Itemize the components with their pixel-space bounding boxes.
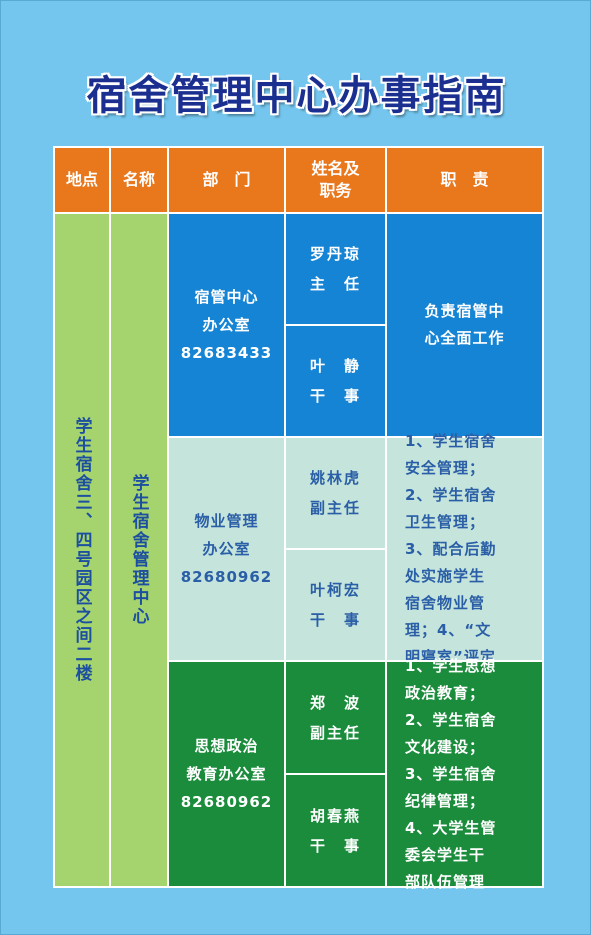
header-duty-label: 职 责 <box>440 170 489 189</box>
person-cell: 姚林虎 副主任 <box>284 436 387 550</box>
department-name: 思想政治 教育办公室 82680962 <box>180 737 273 811</box>
header-person-label: 姓名及 职务 <box>311 159 360 200</box>
header-name-label: 名称 <box>122 170 155 189</box>
header-location: 地点 <box>53 146 111 214</box>
person-name-title: 罗丹琼 主 任 <box>309 245 361 293</box>
center-name-text: 学生宿舍管理中心 <box>128 474 149 626</box>
person-name-title: 叶柯宏 干 事 <box>309 581 361 629</box>
department-name: 物业管理 办公室 82680962 <box>180 512 273 586</box>
person-name-title: 姚林虎 副主任 <box>309 469 361 517</box>
person-cell: 郑 波 副主任 <box>284 660 387 775</box>
center-name-cell: 学生宿舍管理中心 <box>109 212 169 888</box>
department-name: 宿管中心 办公室 82683433 <box>180 288 273 362</box>
duty-cell: 1、学生思想 政治教育； 2、学生宿舍 文化建设； 3、学生宿舍 纪律管理； 4… <box>385 657 544 891</box>
poster-title: 宿舍管理中心办事指南 <box>86 73 507 119</box>
person-cell: 胡春燕 干 事 <box>284 773 387 888</box>
person-name-title: 郑 波 副主任 <box>309 693 361 742</box>
header-department-label: 部 门 <box>202 170 251 189</box>
person-cell: 叶柯宏 干 事 <box>284 548 387 662</box>
duty-text: 1、学生宿舍 安全管理； 2、学生宿舍 卫生管理； 3、配合后勤 处实施学生 宿… <box>405 431 497 666</box>
header-duty: 职 责 <box>385 146 544 214</box>
duty-cell: 负责宿管中 心全面工作 <box>385 212 544 438</box>
duty-cell: 1、学生宿舍 安全管理； 2、学生宿舍 卫生管理； 3、配合后勤 处实施学生 宿… <box>385 432 544 666</box>
person-name-title: 胡春燕 干 事 <box>309 806 361 855</box>
department-cell: 物业管理 办公室 82680962 <box>167 436 286 662</box>
department-cell: 宿管中心 办公室 82683433 <box>167 212 286 438</box>
header-person: 姓名及 职务 <box>284 146 387 214</box>
duty-text: 1、学生思想 政治教育； 2、学生宿舍 文化建设； 3、学生宿舍 纪律管理； 4… <box>405 656 497 891</box>
header-department: 部 门 <box>167 146 286 214</box>
person-name-title: 叶 静 干 事 <box>309 357 361 405</box>
header-name: 名称 <box>109 146 169 214</box>
person-cell: 罗丹琼 主 任 <box>284 212 387 326</box>
header-location-label: 地点 <box>65 170 98 189</box>
location-text: 学生宿舍三、四号园区之间二楼 <box>71 417 92 683</box>
person-cell: 叶 静 干 事 <box>284 324 387 438</box>
department-cell: 思想政治 教育办公室 82680962 <box>167 660 286 888</box>
location-cell: 学生宿舍三、四号园区之间二楼 <box>53 212 111 888</box>
duty-text: 负责宿管中 心全面工作 <box>424 302 505 347</box>
